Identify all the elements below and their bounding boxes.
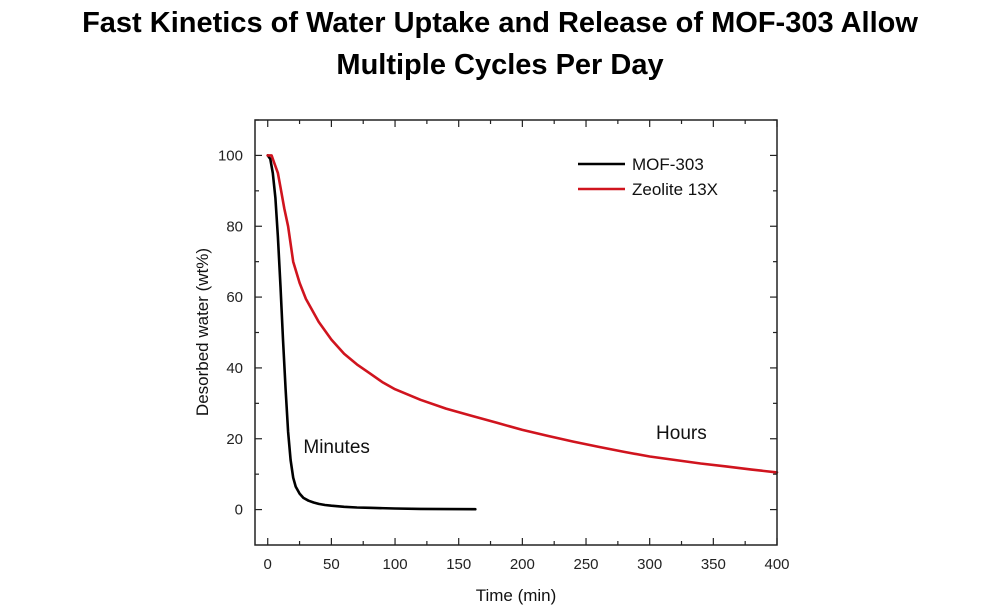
x-tick-label: 0 — [264, 556, 272, 573]
y-tick-label: 40 — [226, 360, 243, 377]
y-tick-label: 80 — [226, 218, 243, 235]
y-tick-label: 0 — [235, 502, 243, 519]
annotation-hours: Hours — [656, 423, 707, 444]
tick-labels: 0 50 100 150 200 250 300 350 400 0 20 40 60 80 100 — [218, 147, 790, 573]
x-tick-label: 50 — [323, 556, 340, 573]
y-axis-title: Desorbed water (wt%) — [193, 248, 212, 416]
y-tick-label: 60 — [226, 289, 243, 306]
x-tick-label: 400 — [764, 556, 789, 573]
x-tick-label: 100 — [383, 556, 408, 573]
slide-title-line-2: Multiple Cycles Per Day — [336, 49, 664, 81]
x-tick-label: 350 — [701, 556, 726, 573]
legend: MOF-303 Zeolite 13X — [578, 155, 718, 199]
slide-title: Fast Kinetics of Water Uptake and Releas… — [0, 2, 1000, 86]
x-axis-title: Time (min) — [476, 586, 557, 605]
annotation-minutes: Minutes — [303, 437, 370, 458]
slide-title-line-1: Fast Kinetics of Water Uptake and Releas… — [82, 7, 918, 39]
legend-label-zeolite-13x: Zeolite 13X — [632, 180, 718, 199]
series-line-zeolite-13x — [266, 154, 779, 474]
y-tick-label: 20 — [226, 431, 243, 448]
annotations: Minutes Hours — [303, 423, 706, 458]
y-tick-label: 100 — [218, 147, 243, 164]
series-group — [266, 154, 779, 511]
x-tick-label: 300 — [637, 556, 662, 573]
x-tick-label: 250 — [574, 556, 599, 573]
axis-ticks — [255, 119, 778, 545]
x-tick-label: 200 — [510, 556, 535, 573]
series-line-mof-303 — [266, 154, 477, 511]
legend-label-mof-303: MOF-303 — [632, 155, 704, 174]
x-tick-label: 150 — [446, 556, 471, 573]
